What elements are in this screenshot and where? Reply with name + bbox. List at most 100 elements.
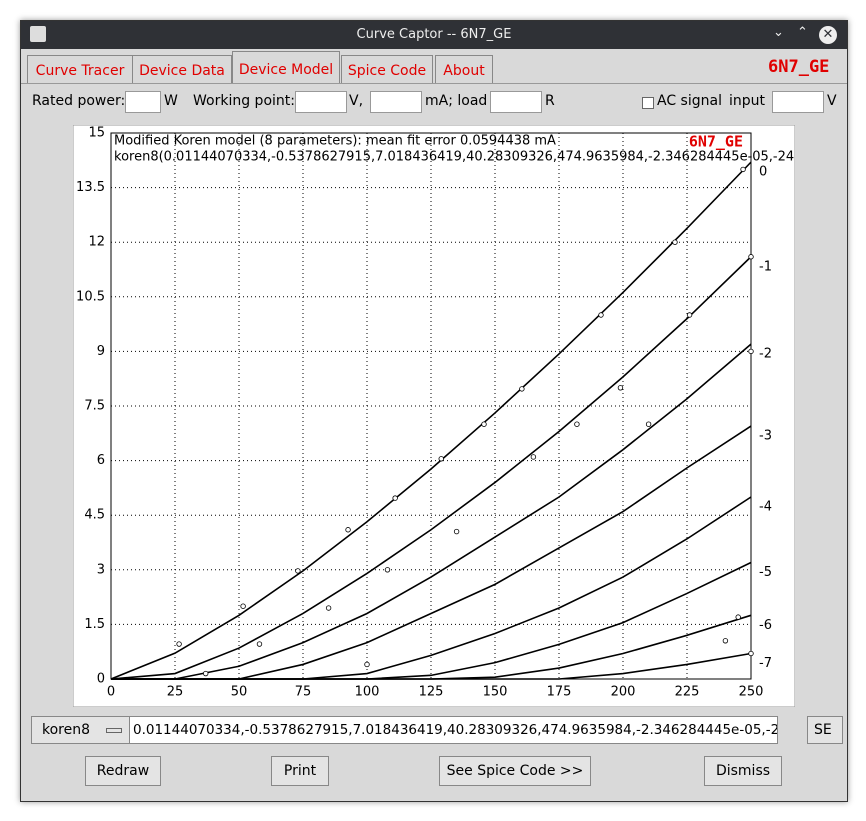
x-tick-label: 150 — [483, 685, 508, 700]
curve-label: -4 — [759, 500, 772, 515]
y-tick-label: 10.5 — [76, 289, 105, 304]
model-combo[interactable]: koren8 — [31, 716, 135, 744]
measured-point — [295, 568, 301, 574]
window: Curve Captor -- 6N7_GE ⌄ ⌃ ✕ Curve Trace… — [20, 20, 848, 802]
y-tick-label: 1.5 — [84, 617, 105, 632]
tab[interactable]: About — [435, 55, 493, 84]
x-tick-label: 75 — [295, 685, 312, 700]
label: Rated power: — [32, 93, 126, 109]
curve-label: -7 — [759, 656, 772, 671]
tab[interactable]: Device Data — [132, 55, 232, 84]
chart-subtitle: koren8(0.01144070334,-0.5378627915,7.018… — [114, 150, 795, 165]
close[interactable]: ✕ — [819, 26, 837, 44]
measured-point — [176, 641, 182, 647]
measured-point — [598, 312, 604, 318]
y-tick-label: 4.5 — [84, 508, 105, 523]
measured-point — [203, 670, 209, 677]
combo-text: koren8 — [42, 722, 91, 738]
button[interactable]: Dismiss — [704, 756, 782, 786]
window-title: Curve Captor -- 6N7_GE — [356, 27, 512, 42]
measured-point — [256, 641, 263, 647]
measured-point — [384, 567, 391, 573]
label: W — [164, 93, 178, 109]
tube-name: 6N7_GE — [768, 57, 830, 77]
tab[interactable]: Spice Code — [341, 55, 433, 84]
mode-combo[interactable]: SE — [807, 716, 843, 744]
curve-label: 0 — [759, 165, 767, 180]
params-field[interactable]: 0.01144070334,-0.5378627915,7.018436419,… — [129, 716, 778, 744]
measured-point — [325, 605, 332, 611]
curve-label: -3 — [759, 429, 772, 444]
chart-tube: 6N7_GE — [689, 133, 743, 151]
measured-point — [240, 603, 246, 609]
x-tick-label: 250 — [739, 685, 764, 700]
measured-point — [735, 614, 741, 620]
input[interactable] — [295, 91, 347, 113]
button[interactable]: Redraw — [85, 756, 161, 786]
measured-point — [453, 528, 460, 535]
y-tick-label: 12 — [88, 235, 105, 250]
curve-label: -5 — [759, 565, 772, 580]
measured-point — [574, 421, 580, 427]
maximize[interactable]: ⌃ — [797, 25, 808, 40]
measured-point — [672, 239, 678, 245]
y-tick-label: 13.5 — [76, 180, 105, 195]
label: R — [545, 93, 555, 109]
curve — [111, 652, 752, 680]
x-tick-label: 200 — [611, 685, 636, 700]
x-tick-label: 50 — [231, 685, 248, 700]
measured-point — [722, 638, 729, 644]
input[interactable] — [370, 91, 422, 113]
curve-label: -6 — [759, 618, 772, 633]
measured-point — [748, 348, 754, 355]
y-tick-label: 0 — [97, 672, 105, 687]
input[interactable] — [125, 91, 161, 113]
label: Working point: — [193, 93, 295, 109]
input[interactable] — [772, 91, 824, 113]
measured-point — [345, 527, 351, 533]
curve — [111, 343, 752, 680]
combo-arrow — [106, 728, 122, 733]
curve — [110, 161, 752, 680]
checkbox[interactable] — [642, 97, 654, 109]
measured-point — [686, 312, 693, 318]
tab[interactable]: Curve Tracer — [27, 55, 133, 84]
y-tick-label: 6 — [97, 453, 105, 468]
measured-point — [364, 661, 370, 668]
curve-label: -2 — [759, 347, 772, 362]
measured-point — [748, 254, 754, 260]
input[interactable] — [490, 91, 542, 113]
y-tick-label: 7.5 — [84, 399, 105, 414]
label: AC signal — [657, 93, 722, 109]
label: input — [729, 93, 766, 109]
measured-point — [530, 454, 537, 460]
curve — [110, 256, 752, 680]
measured-point — [438, 456, 444, 462]
button[interactable]: Print — [271, 756, 329, 786]
measured-point — [645, 421, 652, 427]
y-tick-label: 3 — [97, 562, 105, 577]
measured-point — [740, 166, 746, 173]
measured-point — [519, 386, 525, 392]
x-tick-label: 0 — [107, 685, 115, 700]
x-tick-label: 100 — [355, 685, 380, 700]
chart-panel — [73, 125, 795, 707]
x-tick-label: 25 — [167, 685, 184, 700]
tab-line — [21, 83, 847, 84]
label: V, — [349, 93, 364, 109]
y-tick-label: 9 — [97, 344, 105, 359]
label: mA; load — [425, 93, 488, 109]
minimize[interactable]: ⌄ — [773, 25, 784, 40]
measured-point — [392, 495, 398, 501]
chart-title: Modified Koren model (8 parameters): mea… — [114, 134, 556, 149]
combo-text: SE — [814, 722, 832, 738]
tab-active[interactable]: Device Model — [232, 51, 340, 84]
button[interactable]: See Spice Code >> — [439, 756, 591, 786]
measured-point — [748, 650, 754, 657]
x-tick-label: 125 — [419, 685, 444, 700]
measured-point — [481, 421, 487, 427]
label: V — [827, 93, 837, 109]
x-tick-label: 225 — [675, 685, 700, 700]
